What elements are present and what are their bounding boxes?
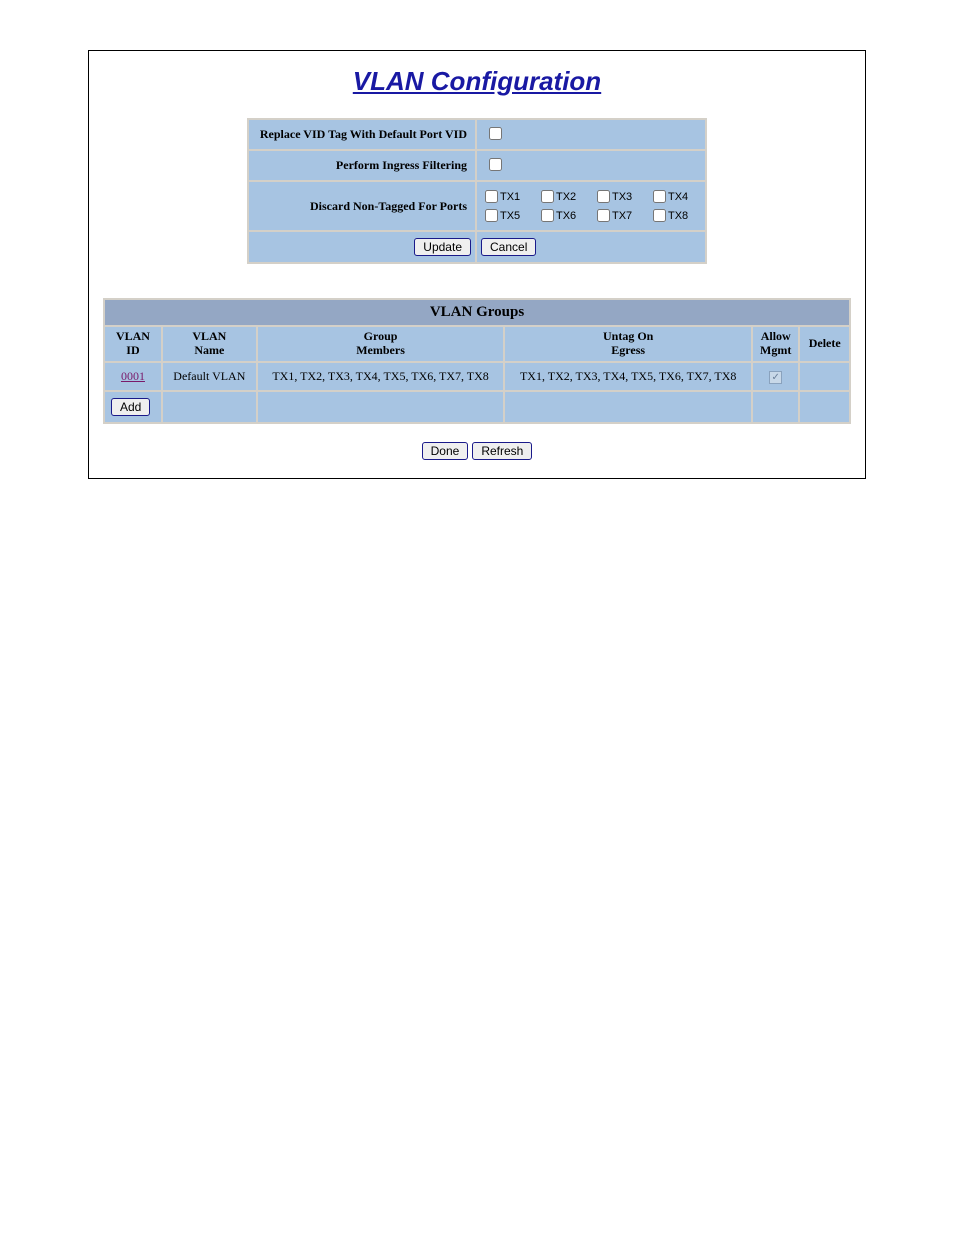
port-checkbox-tx6[interactable]: TX6 [541, 209, 585, 222]
port-checkbox-input[interactable] [541, 190, 554, 203]
cancel-button[interactable]: Cancel [481, 238, 536, 256]
add-button[interactable]: Add [111, 398, 150, 416]
port-checkbox-input[interactable] [597, 209, 610, 222]
page-title-link[interactable]: VLAN Configuration [353, 66, 601, 96]
groups-header-row: VLANID VLANName GroupMembers Untag OnEgr… [104, 326, 850, 362]
port-checkbox-tx8[interactable]: TX8 [653, 209, 697, 222]
port-checkbox-input[interactable] [485, 209, 498, 222]
col-header-allow: AllowMgmt [752, 326, 799, 362]
port-checkbox-tx4[interactable]: TX4 [653, 190, 697, 203]
ingress-filter-checkbox[interactable] [489, 158, 502, 171]
port-checkbox-input[interactable] [653, 209, 666, 222]
settings-button-row: Update Cancel [248, 231, 706, 263]
port-label: TX6 [556, 210, 576, 222]
col-header-del: Delete [799, 326, 850, 362]
vlan-allow-cell: ✓ [752, 362, 799, 392]
col-header-mem: GroupMembers [257, 326, 505, 362]
port-checkbox-tx5[interactable]: TX5 [485, 209, 529, 222]
port-checkbox-grid: TX1 TX2 TX3 TX4 TX5 TX6 TX7 TX8 [485, 186, 697, 226]
port-checkbox-tx7[interactable]: TX7 [597, 209, 641, 222]
settings-section: Replace VID Tag With Default Port VID Pe… [103, 118, 851, 264]
page-title-wrap: VLAN Configuration [103, 61, 851, 98]
empty-cell [752, 391, 799, 423]
port-label: TX3 [612, 191, 632, 203]
setting-value [476, 119, 706, 150]
vlan-untag-cell: TX1, TX2, TX3, TX4, TX5, TX6, TX7, TX8 [504, 362, 752, 392]
port-checkbox-input[interactable] [485, 190, 498, 203]
port-checkbox-input[interactable] [597, 190, 610, 203]
bottom-button-row: Done Refresh [103, 442, 851, 460]
col-header-name: VLANName [162, 326, 257, 362]
port-label: TX8 [668, 210, 688, 222]
port-label: TX2 [556, 191, 576, 203]
setting-value [476, 150, 706, 181]
vlan-groups-table: VLAN Groups VLANID VLANName GroupMembers… [103, 298, 851, 424]
setting-label: Perform Ingress Filtering [248, 150, 476, 181]
port-checkbox-input[interactable] [653, 190, 666, 203]
col-header-untag: Untag OnEgress [504, 326, 752, 362]
port-label: TX4 [668, 191, 688, 203]
setting-row-replace-vid: Replace VID Tag With Default Port VID [248, 119, 706, 150]
empty-cell [257, 391, 505, 423]
vlan-name-cell: Default VLAN [162, 362, 257, 392]
settings-table: Replace VID Tag With Default Port VID Pe… [247, 118, 707, 264]
vlan-config-panel: VLAN Configuration Replace VID Tag With … [88, 50, 866, 479]
vlan-delete-cell [799, 362, 850, 392]
port-label: TX7 [612, 210, 632, 222]
done-button[interactable]: Done [422, 442, 469, 460]
update-button[interactable]: Update [414, 238, 471, 256]
setting-label: Discard Non-Tagged For Ports [248, 181, 476, 231]
table-row: 0001 Default VLAN TX1, TX2, TX3, TX4, TX… [104, 362, 850, 392]
groups-title: VLAN Groups [104, 299, 850, 326]
port-label: TX1 [500, 191, 520, 203]
setting-label: Replace VID Tag With Default Port VID [248, 119, 476, 150]
empty-cell [799, 391, 850, 423]
port-checkbox-tx3[interactable]: TX3 [597, 190, 641, 203]
vlan-members-cell: TX1, TX2, TX3, TX4, TX5, TX6, TX7, TX8 [257, 362, 505, 392]
setting-row-ingress-filter: Perform Ingress Filtering [248, 150, 706, 181]
vlan-id-link[interactable]: 0001 [121, 369, 145, 383]
add-cell: Add [104, 391, 162, 423]
table-row-add: Add [104, 391, 850, 423]
groups-title-row: VLAN Groups [104, 299, 850, 326]
empty-cell [162, 391, 257, 423]
setting-row-discard-ports: Discard Non-Tagged For Ports TX1TX2TX3TX… [248, 181, 706, 231]
col-header-id: VLANID [104, 326, 162, 362]
empty-cell [504, 391, 752, 423]
refresh-button[interactable]: Refresh [472, 442, 532, 460]
port-label: TX5 [500, 210, 520, 222]
replace-vid-checkbox[interactable] [489, 127, 502, 140]
port-checkbox-tx1[interactable]: TX1 [485, 190, 529, 203]
vlan-id-cell: 0001 [104, 362, 162, 392]
port-checkbox-input[interactable] [541, 209, 554, 222]
port-checkbox-tx2[interactable]: TX2 [541, 190, 585, 203]
setting-value: TX1 TX2 TX3 TX4 TX5 TX6 TX7 TX8 [476, 181, 706, 231]
allow-mgmt-checkbox[interactable]: ✓ [769, 371, 782, 384]
